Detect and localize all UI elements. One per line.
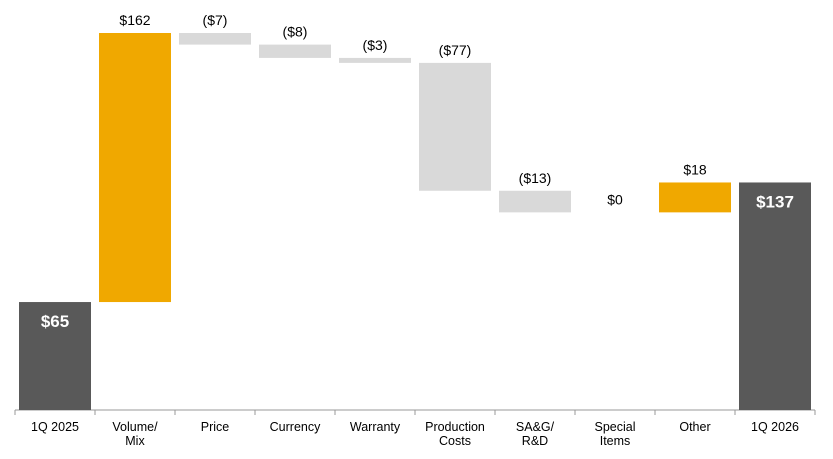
value-label: $137 <box>756 192 794 211</box>
value-label: $18 <box>683 161 707 177</box>
bar <box>19 302 91 410</box>
x-tick-label: 1Q 2026 <box>751 420 799 434</box>
value-label: ($3) <box>363 37 388 53</box>
x-tick-label: Currency <box>269 420 321 434</box>
value-label: ($8) <box>283 24 308 40</box>
value-label: ($77) <box>439 42 472 58</box>
x-tick-label: Price <box>200 420 230 434</box>
bar <box>499 190 571 213</box>
value-label: ($7) <box>203 12 228 28</box>
bar <box>419 62 491 191</box>
x-tick-label: 1Q 2025 <box>31 420 79 434</box>
bar <box>259 44 331 58</box>
value-label: ($13) <box>519 170 552 186</box>
value-label: $65 <box>41 312 69 331</box>
bar <box>179 33 251 45</box>
bar <box>659 182 731 213</box>
x-tick-label: Volume/ Mix <box>112 420 158 448</box>
x-tick-label: Special Items <box>594 420 636 448</box>
value-label: $0 <box>607 191 623 207</box>
bar <box>339 57 411 63</box>
value-label: $162 <box>119 12 150 28</box>
x-tick-label: SA&G/ R&D <box>515 420 555 448</box>
x-tick-label: Warranty <box>349 420 401 434</box>
x-tick-label: Other <box>679 420 711 434</box>
bar <box>99 33 171 303</box>
bar <box>739 182 811 410</box>
x-tick-label: Production Costs <box>425 420 485 448</box>
